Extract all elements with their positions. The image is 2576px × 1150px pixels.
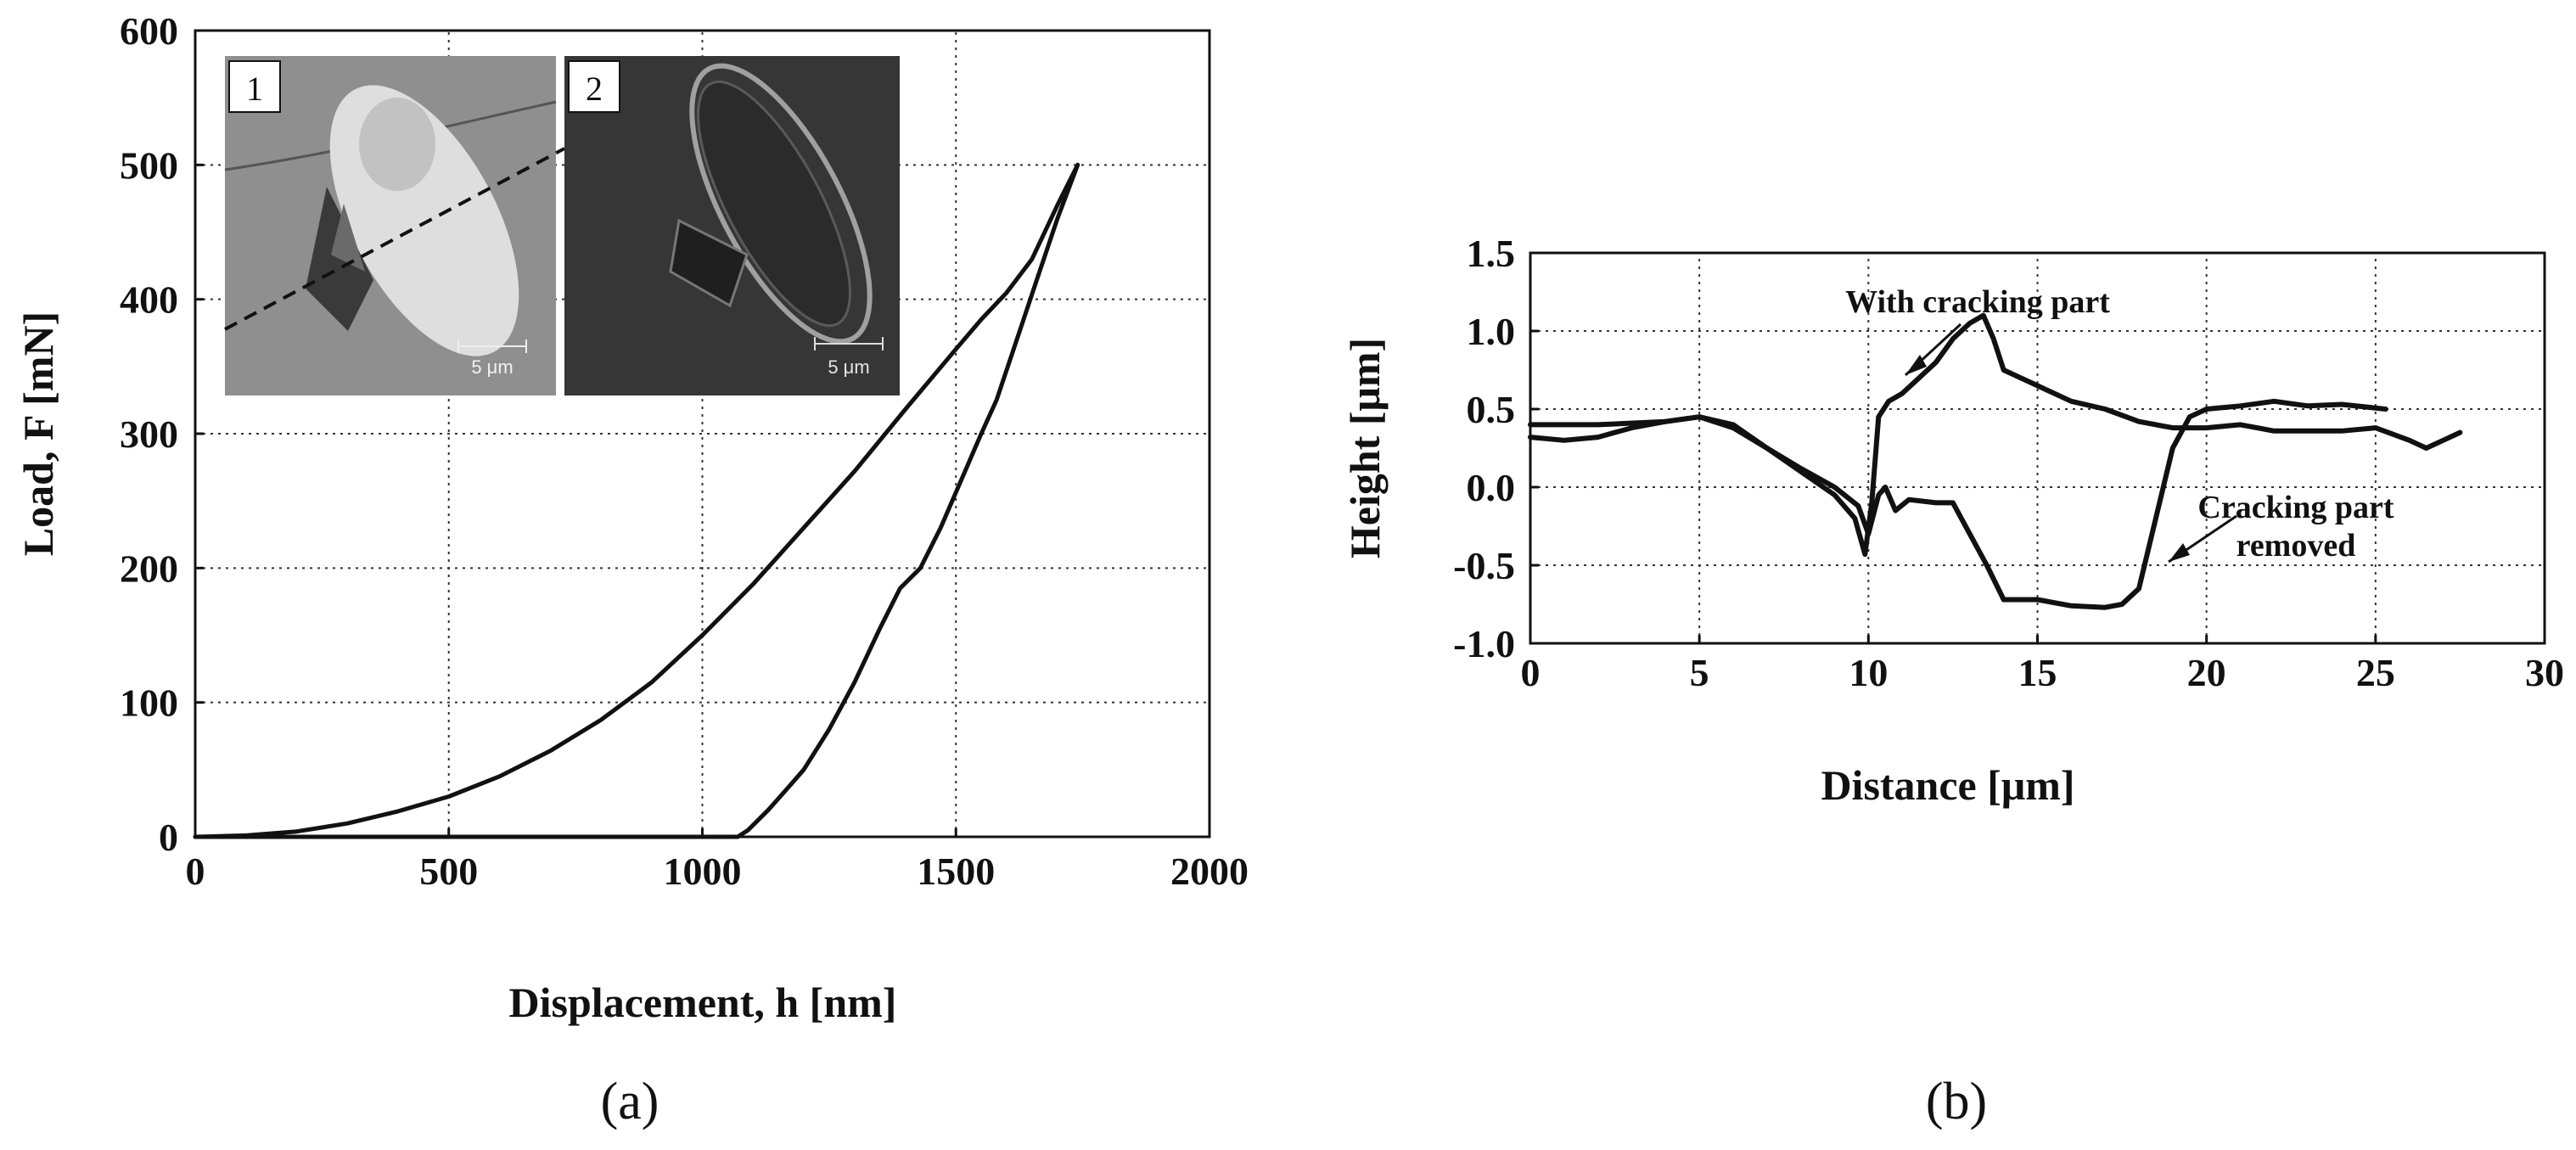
chart-b-x-tick-label: 25 (2356, 651, 2395, 694)
chart-b-series (1528, 312, 2463, 610)
chart-a-y-tick-label: 200 (120, 547, 178, 590)
inset-1-afm-image: 1 5 μm (224, 56, 557, 395)
inset-1-number: 1 (246, 70, 263, 108)
chart-b-y-tick-label: 0.5 (1467, 388, 1516, 431)
annotation-cracking-part-removed-line1: Cracking part (2197, 490, 2394, 525)
panel-a-label: (a) (601, 1073, 659, 1130)
chart-a-y-tick-label: 300 (120, 412, 178, 456)
chart-b-x-tick-label: 5 (1690, 651, 1709, 694)
chart-b-x-tick-label: 30 (2525, 651, 2564, 694)
chart-a-y-tick-label: 500 (120, 143, 178, 187)
chart-b: 0 5 10 15 20 25 30 -1.0 -0.5 0.0 0.5 1.0 1.5 With c… (1341, 232, 2564, 1130)
chart-a-x-ticks: 0 500 1000 1500 2000 (186, 828, 1249, 893)
inset-2-afm-image: 2 5 μm (564, 56, 900, 395)
chart-b-grid (1530, 253, 2545, 643)
chart-b-x-tick-label: 15 (2018, 651, 2057, 694)
chart-a-insets: 1 5 μm 2 5 μm (224, 56, 900, 395)
chart-a-y-ticks: 0 100 200 300 400 500 600 (120, 9, 204, 859)
chart-b-x-tick-label: 0 (1521, 651, 1541, 694)
chart-b-y-tick-label: 0.0 (1467, 466, 1516, 509)
chart-a-x-axis-label-text: Displacement, h [nm] (509, 979, 897, 1026)
chart-a-x-tick-label: 0 (186, 850, 205, 893)
inset-1-scale-bar: 5 μm (471, 356, 513, 378)
inset-1-profile-line (224, 147, 565, 331)
chart-b-y-axis-label: Height [μm] (1341, 338, 1389, 558)
annotation-with-cracking-part: With cracking part (1845, 284, 2110, 320)
chart-a-series-unloading (193, 162, 1080, 839)
chart-a-series-loading (193, 162, 1080, 839)
chart-a: 1 5 μm 2 5 μm 0 500 1000 1500 2000 (14, 9, 1249, 1130)
annotation-cracking-part-removed-arrowhead (2169, 543, 2190, 562)
chart-a-series (193, 162, 1080, 839)
chart-a-y-tick-label: 100 (120, 682, 178, 725)
chart-b-y-tick-label: -0.5 (1453, 544, 1515, 587)
chart-b-y-tick-label: 1.0 (1467, 310, 1516, 353)
panel-b-label: (b) (1926, 1073, 1987, 1130)
chart-b-x-tick-label: 20 (2187, 651, 2226, 694)
chart-a-x-tick-label: 500 (419, 850, 478, 893)
chart-b-y-ticks: -1.0 -0.5 0.0 0.5 1.0 1.5 (1453, 232, 1539, 665)
inset-2-number: 2 (586, 70, 603, 108)
chart-a-y-tick-label: 600 (120, 9, 178, 53)
chart-a-x-tick-label: 1000 (664, 850, 742, 893)
chart-b-x-tick-label: 10 (1849, 651, 1888, 694)
annotation-cracking-part-removed-line2: removed (2236, 528, 2356, 564)
chart-a-y-tick-label: 400 (120, 278, 178, 322)
chart-a-y-tick-label: 0 (159, 816, 178, 859)
chart-a-x-tick-label: 1500 (917, 850, 995, 893)
chart-b-x-axis-label: Distance [μm] (1821, 761, 2074, 809)
inset-2-scale-bar: 5 μm (828, 356, 869, 378)
chart-a-x-tick-label: 2000 (1170, 850, 1249, 893)
chart-b-y-tick-label: 1.5 (1467, 232, 1516, 275)
chart-b-series-cracking-part-removed (1528, 398, 2388, 610)
chart-a-y-axis-label: Load, F [mN] (14, 311, 62, 556)
annotation-with-cracking-part-arrowhead (1905, 355, 1927, 375)
chart-a-x-axis-label: Displacement, h [nm] (509, 979, 897, 1026)
chart-b-y-tick-label: -1.0 (1453, 622, 1515, 665)
chart-b-x-ticks: 0 5 10 15 20 25 30 (1521, 635, 2564, 694)
